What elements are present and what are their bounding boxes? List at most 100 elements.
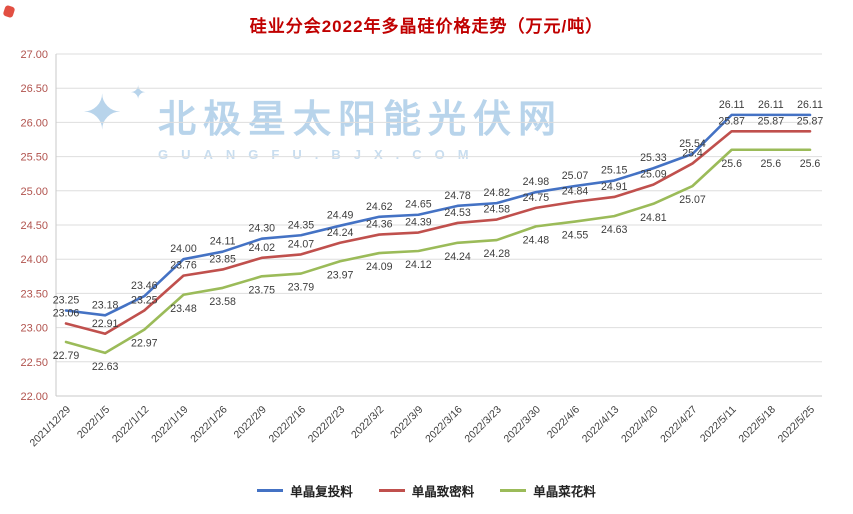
- data-label: 24.36: [366, 219, 393, 231]
- x-axis-label: 2022/5/25: [776, 404, 818, 446]
- data-label: 25.54: [679, 138, 706, 150]
- x-axis-label: 2022/3/23: [462, 404, 504, 446]
- data-label: 26.11: [719, 99, 745, 111]
- watermark: ✦ ✦ 北极星太阳能光伏网 GUANGFU.BJX.COM: [82, 83, 563, 162]
- x-axis-label: 2022/4/20: [619, 404, 661, 446]
- data-label: 24.49: [327, 210, 354, 222]
- data-label: 23.76: [170, 260, 197, 272]
- data-label: 25.6: [800, 158, 821, 170]
- data-label: 23.79: [288, 282, 315, 294]
- data-label: 23.85: [209, 253, 236, 265]
- x-axis-label: 2022/1/12: [110, 404, 152, 446]
- data-label: 24.81: [640, 212, 667, 224]
- data-label: 24.28: [483, 248, 510, 260]
- data-label: 24.65: [405, 199, 432, 211]
- data-label: 24.91: [601, 181, 628, 193]
- data-label: 24.58: [483, 204, 510, 216]
- data-label: 23.18: [92, 299, 119, 311]
- y-axis-label: 22.00: [20, 391, 48, 403]
- data-label: 24.53: [444, 207, 471, 219]
- x-axis-label: 2022/5/18: [736, 404, 778, 446]
- data-label: 24.75: [523, 192, 550, 204]
- legend-label: 单晶复投料: [290, 485, 353, 499]
- data-label: 25.87: [797, 115, 824, 127]
- x-axis-label: 2022/2/16: [267, 404, 309, 446]
- data-label: 23.75: [249, 284, 276, 296]
- legend-swatch: [500, 489, 527, 492]
- data-label: 23.58: [209, 296, 236, 308]
- data-label: 25.87: [718, 115, 745, 127]
- data-label: 24.02: [249, 242, 276, 254]
- watermark-title: 北极星太阳能光伏网: [158, 99, 564, 141]
- data-label: 23.97: [327, 269, 354, 281]
- data-label: 24.39: [405, 217, 432, 229]
- data-label: 25.4: [682, 147, 703, 159]
- y-axis-label: 23.50: [20, 288, 48, 300]
- watermark-star-icon: ✦ ✦: [82, 83, 146, 154]
- data-label: 25.07: [679, 194, 706, 206]
- y-axis-label: 26.50: [20, 83, 48, 95]
- data-label: 24.30: [249, 223, 276, 235]
- legend-label: 单晶致密料: [411, 485, 475, 499]
- data-label: 25.33: [640, 152, 667, 164]
- x-axis-label: 2022/4/13: [580, 404, 622, 446]
- data-label: 26.11: [758, 99, 784, 111]
- x-axis-label: 2022/3/2: [349, 404, 386, 441]
- legend-swatch: [378, 489, 405, 492]
- x-axis-label: 2022/3/30: [501, 404, 543, 446]
- x-axis-label: 2022/3/9: [388, 404, 425, 441]
- legend-item: 单晶致密料: [378, 481, 475, 500]
- data-label: 24.98: [523, 176, 550, 188]
- y-axis-label: 23.00: [20, 323, 48, 335]
- legend-label: 单晶菜花料: [533, 485, 596, 499]
- data-label: 25.6: [761, 158, 782, 170]
- x-axis-label: 2022/1/19: [149, 404, 191, 446]
- data-label: 25.15: [601, 165, 628, 177]
- data-label: 24.09: [366, 261, 393, 273]
- data-label: 24.55: [562, 230, 589, 242]
- x-axis-label: 2021/12/29: [27, 404, 73, 450]
- data-label: 24.11: [210, 236, 236, 248]
- y-axis-label: 24.50: [20, 220, 48, 232]
- data-label: 24.48: [523, 234, 550, 246]
- data-label: 22.91: [92, 318, 119, 330]
- y-axis-label: 26.00: [20, 117, 48, 129]
- data-label: 25.07: [562, 170, 589, 182]
- data-label: 24.82: [483, 187, 510, 199]
- data-label: 26.11: [797, 99, 823, 111]
- legend-swatch: [257, 489, 284, 492]
- data-label: 24.84: [562, 186, 589, 198]
- x-axis-label: 2022/1/26: [188, 404, 230, 446]
- data-label: 24.24: [327, 227, 354, 239]
- data-label: 23.48: [170, 303, 197, 315]
- legend-item: 单晶复投料: [257, 481, 353, 500]
- chart-title: 硅业分会2022年多晶硅价格走势（万元/吨）: [249, 17, 604, 36]
- data-label: 24.63: [601, 224, 628, 236]
- data-label: 23.46: [131, 280, 158, 292]
- x-axis-label: 2022/1/5: [75, 404, 112, 441]
- data-label: 23.25: [53, 295, 80, 307]
- data-label: 25.09: [640, 169, 667, 181]
- data-label: 24.00: [170, 243, 197, 255]
- data-label: 24.35: [288, 219, 315, 231]
- data-label: 24.24: [444, 251, 471, 263]
- data-label: 22.97: [131, 338, 158, 350]
- y-axis-label: 27.00: [20, 49, 48, 61]
- data-label: 24.62: [366, 201, 393, 213]
- data-label: 24.07: [288, 238, 315, 250]
- series-line: [64, 129, 812, 336]
- data-label: 23.06: [53, 307, 80, 319]
- data-label: 23.25: [131, 295, 158, 307]
- data-label: 25.87: [758, 115, 785, 127]
- x-axis-label: 2022/4/6: [545, 404, 582, 441]
- watermark-url: GUANGFU.BJX.COM: [158, 147, 482, 162]
- watermark-text-block: 北极星太阳能光伏网 GUANGFU.BJX.COM: [158, 88, 563, 162]
- data-label: 22.79: [53, 350, 80, 362]
- y-axis-label: 25.00: [20, 186, 48, 198]
- data-label: 22.63: [92, 361, 119, 373]
- data-label: 24.12: [405, 259, 432, 271]
- x-axis-label: 2022/2/23: [306, 404, 348, 446]
- y-axis-label: 22.50: [20, 357, 48, 369]
